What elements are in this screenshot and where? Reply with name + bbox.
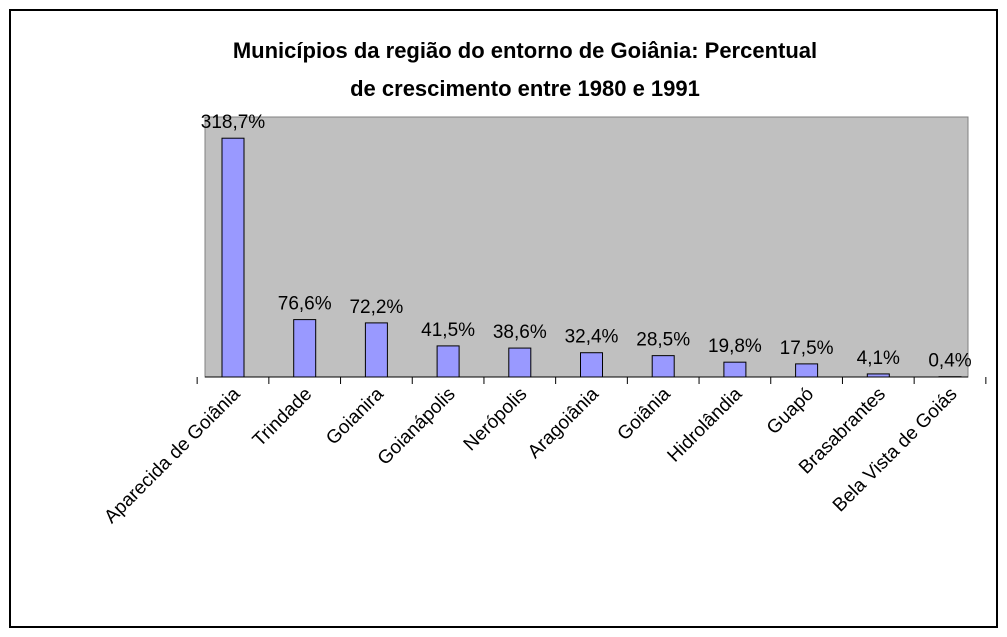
value-label: 38,6%: [493, 322, 547, 343]
value-label: 19,8%: [708, 336, 762, 357]
value-label: 72,2%: [349, 297, 403, 318]
bar: [723, 361, 747, 378]
chart-title: Municípios da região do entorno de Goiân…: [233, 38, 817, 63]
value-label: 76,6%: [278, 294, 332, 315]
bar: [651, 355, 675, 378]
bar: [293, 319, 317, 378]
bar: [795, 363, 819, 378]
value-label: 28,5%: [636, 330, 690, 351]
plot-area: [204, 116, 969, 378]
bar: [866, 373, 890, 378]
value-label: 4,1%: [857, 348, 900, 369]
value-label: 41,5%: [421, 320, 475, 341]
bar: [436, 345, 460, 378]
value-label: 318,7%: [201, 112, 266, 133]
value-label: 17,5%: [780, 338, 834, 359]
bar: [580, 352, 603, 378]
value-label: 32,4%: [565, 327, 619, 348]
bar: [508, 347, 532, 378]
chart-title: de crescimento entre 1980 e 1991: [350, 76, 700, 101]
bar: [221, 137, 245, 378]
bar: [364, 322, 388, 378]
value-label: 0,4%: [928, 351, 971, 372]
